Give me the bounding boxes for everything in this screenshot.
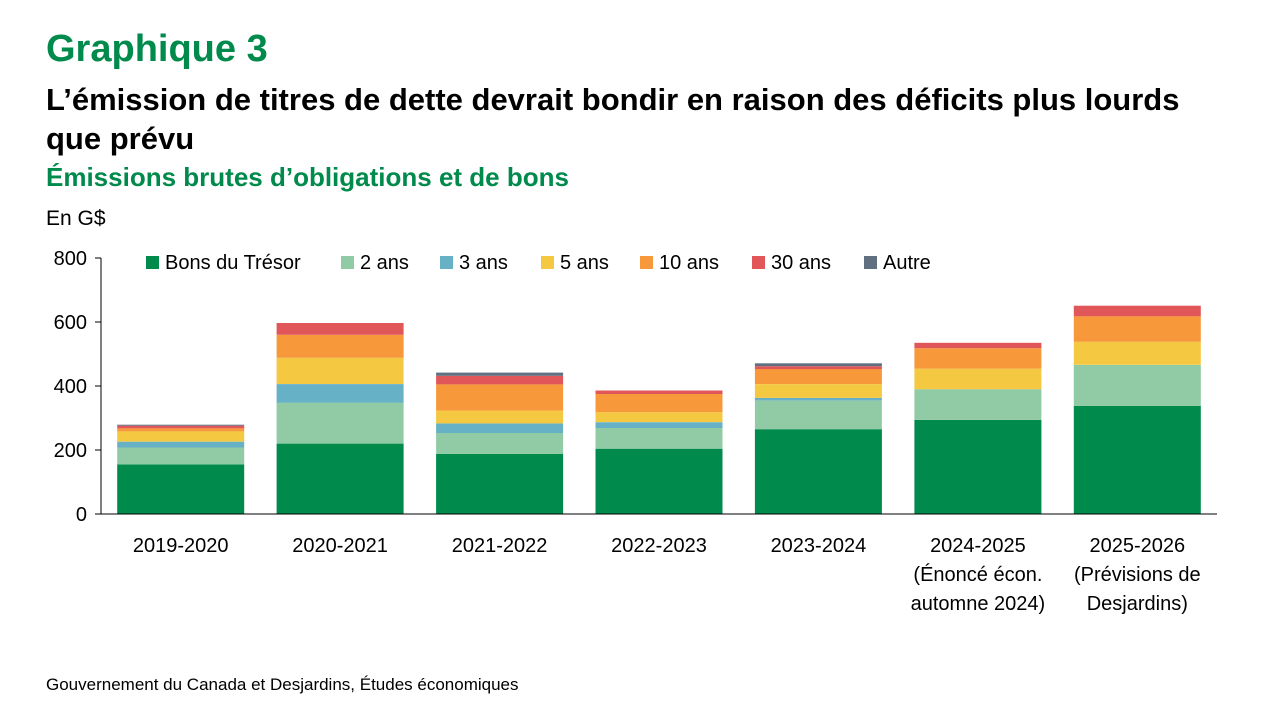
legend-label: Bons du Trésor [165,252,301,274]
legend: Bons du Trésor 2 ans 3 ans 5 ans 10 ans 30 an… [146,252,931,274]
legend-swatch [640,256,653,269]
bar-segment-autre-2 [436,372,564,376]
bar-segment-10-ans-3 [595,394,723,413]
bar-segment-10-ans-4 [754,369,882,384]
bar-segment-bons-du-tr-sor-1 [276,443,404,514]
bar-segment-10-ans-1 [276,334,404,358]
legend-label: 5 ans [560,252,609,274]
legend-swatch [541,256,554,269]
bar-segment-3-ans-4 [754,397,882,401]
bar-segment-30-ans-1 [276,323,404,335]
bar-segment-5-ans-0 [117,431,245,442]
bar-segment-2-ans-4 [754,400,882,430]
y-tick-label: 0 [76,504,87,526]
x-tick-label: 2025-2026 (Prévisions de Desjardins) [1074,535,1201,615]
bar-segment-bons-du-tr-sor-2 [436,453,564,514]
legend-label: 30 ans [771,252,831,274]
bar-segment-30-ans-0 [117,425,245,429]
bar-segment-10-ans-2 [436,384,564,411]
bar-segment-2-ans-2 [436,433,564,454]
legend-label: 10 ans [659,252,719,274]
legend-swatch [864,256,877,269]
source-note: Gouvernement du Canada et Desjardins, Ét… [46,675,519,694]
bar-segment-10-ans-6 [1073,316,1201,342]
bar-segment-30-ans-4 [754,366,882,370]
bar-segment-autre-0 [117,424,245,426]
legend-swatch [440,256,453,269]
bar-segment-bons-du-tr-sor-0 [117,464,245,514]
legend-swatch [146,256,159,269]
legend-label: 3 ans [459,252,508,274]
legend-label: Autre [883,252,931,274]
y-axis-unit-label: En G$ [46,207,106,230]
bar-segment-2-ans-1 [276,402,404,444]
bar-segment-5-ans-1 [276,357,404,384]
chart-kicker: Graphique 3 [46,28,268,70]
bar-segment-5-ans-3 [595,412,723,423]
legend-swatch [752,256,765,269]
legend-swatch [341,256,354,269]
bar-segment-3-ans-3 [595,422,723,428]
y-tick-label: 600 [54,312,87,334]
bar-segment-30-ans-3 [595,390,723,394]
bar-segment-autre-4 [754,363,882,367]
bar-segment-10-ans-0 [117,428,245,432]
y-tick-label: 400 [54,376,87,398]
bar-segment-5-ans-6 [1073,341,1201,365]
chart-title: L’émission de titres de dette devrait bo… [46,82,1180,156]
bar-segment-30-ans-6 [1073,305,1201,317]
x-tick-label: 2022-2023 [611,535,707,557]
x-tick-label: 2019-2020 [133,535,229,557]
bar-segment-2-ans-0 [117,447,245,465]
x-tick-label: 2024-2025 (Énoncé écon. automne 2024) [911,535,1046,615]
x-tick-label: 2021-2022 [452,535,548,557]
y-tick-label: 800 [54,248,87,270]
bar-segment-2-ans-6 [1073,364,1201,406]
bar-segment-2-ans-3 [595,427,723,449]
bar-segment-10-ans-5 [914,348,1042,369]
bar-segment-3-ans-2 [436,423,564,433]
bar-group [117,305,1201,514]
bar-segment-bons-du-tr-sor-5 [914,419,1042,514]
x-tick-label: 2023-2024 [771,535,867,557]
x-tick-label: 2020-2021 [292,535,388,557]
bar-segment-bons-du-tr-sor-3 [595,448,723,514]
bar-segment-bons-du-tr-sor-6 [1073,405,1201,514]
chart-subtitle: Émissions brutes d’obligations et de bon… [46,162,569,192]
bar-segment-5-ans-2 [436,410,564,424]
bar-segment-5-ans-5 [914,368,1042,390]
bar-segment-30-ans-2 [436,375,564,385]
bar-segment-2-ans-5 [914,389,1042,420]
bar-segment-3-ans-0 [117,441,245,448]
axes: 2019-2020 2020-2021 2021-2022 2022-2023 2023… [54,248,1217,615]
y-tick-label: 200 [54,440,87,462]
legend-label: 2 ans [360,252,409,274]
bar-segment-30-ans-5 [914,342,1042,349]
bar-segment-3-ans-1 [276,384,404,403]
bar-segment-bons-du-tr-sor-4 [754,429,882,514]
bar-segment-5-ans-4 [754,384,882,398]
